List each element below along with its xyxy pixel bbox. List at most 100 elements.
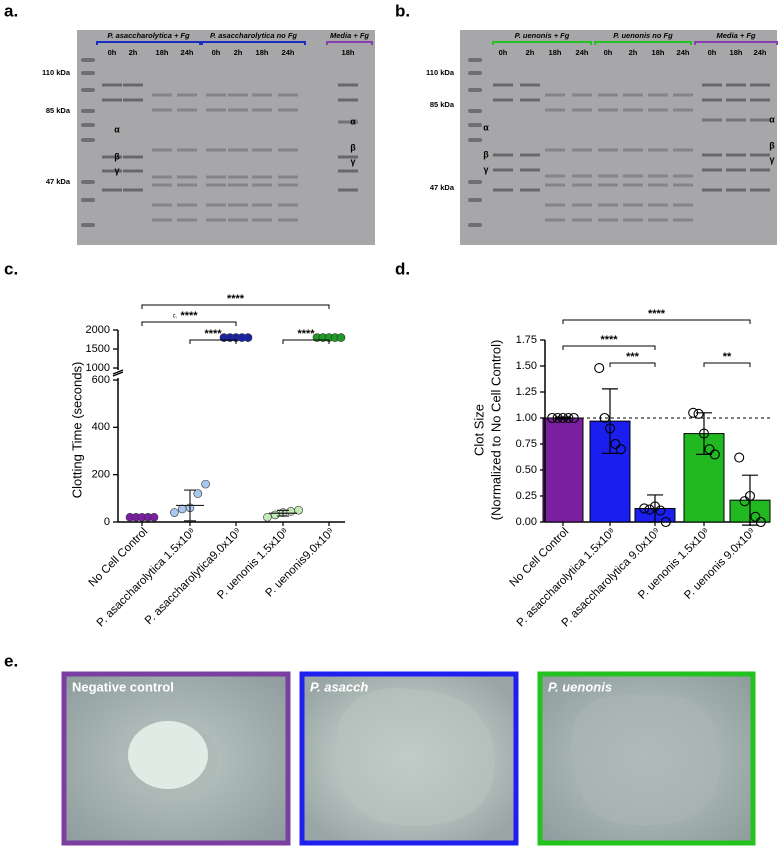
data-point [693,408,704,419]
ladder-band [468,180,482,184]
marker-label: 110 kDa [42,68,71,77]
gel-band [177,203,197,207]
gel-band [572,183,592,187]
gel-band [648,218,668,222]
group-label: P. asaccharolytica no Fg [210,31,297,40]
y-tick-label: 200 [92,469,110,481]
gel-band [750,153,770,157]
gel-band [726,188,746,192]
band-label: β [769,140,775,150]
clot [336,688,495,826]
photo-title: P. asacch [310,679,368,694]
gel-band [545,174,565,178]
gel-band [152,218,172,222]
marker-label: 47 kDa [430,183,455,192]
gel-band [673,108,693,112]
y-tick-label: 400 [92,421,110,433]
panel-letter: d. [395,259,410,278]
significance-bracket [609,362,656,367]
ladder-band [81,198,95,202]
y-axis-label: (Normalized to No Cell Control) [488,340,503,521]
data-point [610,438,621,450]
y-tick-label: 1.50 [516,360,537,372]
gel-band [338,120,358,124]
gel-band [278,108,298,112]
photo-title: P. uenonis [548,679,612,694]
y-tick-label: 1.75 [516,334,537,346]
gel-band [750,168,770,172]
gel-band [623,148,643,152]
lane-label: 2h [629,48,638,57]
ladder-band [81,58,95,62]
lane-label: 2h [234,48,243,57]
gel-band [338,83,358,87]
gel-band [152,148,172,152]
gel-band [702,188,722,192]
gel-band [228,183,248,187]
lane-label: 24h [181,48,194,57]
gel-band [252,108,272,112]
gel-band [702,153,722,157]
data-point [744,490,756,502]
data-point [336,333,346,342]
gel-band [206,203,226,207]
gel-band [726,83,746,87]
data-point [755,516,766,528]
data-point [604,423,616,434]
gel-band [338,188,358,192]
group-bracket [594,41,692,45]
data-point [193,489,203,498]
gel [77,30,375,245]
gel-band [673,148,693,152]
gel-band [252,148,272,152]
gel-band [278,93,298,97]
gel-band [726,98,746,102]
lane-label: 0h [499,48,508,57]
gel-band [493,83,513,87]
band-label: β [114,151,120,161]
gel-band [152,183,172,187]
error-bar [277,509,289,517]
data-point [615,444,626,455]
group-bracket [492,41,592,45]
ladder-band [81,138,95,142]
gel-band [278,183,298,187]
band-label: γ [350,156,355,166]
significance-label: **** [297,328,315,340]
gel-band [102,188,122,192]
gel-band [228,218,248,222]
gel-band [252,183,272,187]
ladder-band [468,123,482,127]
gel-band [493,98,513,102]
gel-band [206,218,226,222]
gel-band [102,83,122,87]
gel-band [750,188,770,192]
y-axis-label: Clot Size [471,404,486,456]
y-tick-label: 1500 [86,343,110,355]
gel-band [520,188,540,192]
annotation: c. [173,314,178,320]
gel-band [545,218,565,222]
x-tick-label: P. asaccharolytica9.0x10⁹ [143,526,244,627]
gel-band [252,218,272,222]
ladder-band [468,223,482,227]
gel-band [520,83,540,87]
y-tick-label: 1.25 [516,386,537,398]
significance-label: **** [600,334,618,346]
gel-band [228,93,248,97]
gel-band [545,108,565,112]
gel-band [648,183,668,187]
data-point [655,505,666,516]
panel-letter: a. [4,1,18,20]
band-label: α [350,116,356,126]
gel-band [278,148,298,152]
gel-band [572,93,592,97]
band-label: β [350,142,356,152]
gel-band [702,118,722,122]
data-point [552,412,563,424]
marker-label: 47 kDa [46,177,71,186]
group-bracket [326,41,373,45]
data-point [739,496,750,507]
gel-band [572,148,592,152]
